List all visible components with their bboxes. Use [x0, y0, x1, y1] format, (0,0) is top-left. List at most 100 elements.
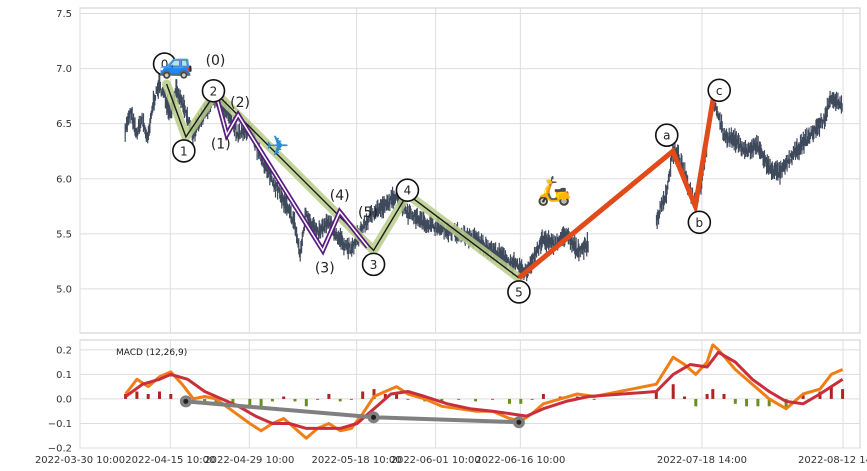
macd-histogram-bar — [395, 394, 399, 399]
correction-label: a — [663, 129, 670, 143]
x-tick-label: 2022-04-29 10:00 — [204, 455, 294, 466]
macd-histogram-bar — [146, 394, 150, 399]
macd-histogram-bar — [491, 398, 495, 400]
macd-histogram-bar — [711, 389, 715, 399]
macd-histogram-bar — [135, 391, 139, 399]
x-tick-label: 2022-06-01 10:00 — [391, 455, 481, 466]
macd-histogram-bar — [733, 398, 737, 404]
correction-label: c — [716, 84, 723, 98]
macd-histogram-bar — [683, 396, 686, 399]
price-y-tick-label: 6.0 — [56, 174, 72, 185]
impulse-label: 2 — [210, 84, 218, 98]
correction-label-circle — [654, 123, 679, 148]
macd-histogram-bar — [304, 398, 308, 407]
correction-label-circle — [687, 210, 712, 235]
x-tick-label: 2022-03-30 10:00 — [35, 455, 125, 466]
macd-histogram-bar — [259, 398, 263, 407]
correction-wave-line — [517, 97, 716, 280]
impulse-label-circle — [507, 280, 531, 304]
car-icon: 🚙 — [159, 47, 194, 80]
macd-histogram-bar — [756, 398, 760, 407]
x-tick-label: 2022-05-18 10:00 — [312, 455, 402, 466]
macd-histogram-bar — [293, 398, 297, 402]
macd-histogram-bar — [457, 398, 461, 400]
airplane-icon: ✈ — [266, 130, 289, 163]
sub-wave-label: (5) — [358, 205, 378, 221]
impulse-label: 5 — [515, 285, 523, 299]
macd-histogram-bar — [722, 394, 726, 399]
macd-histogram-bar — [694, 398, 698, 407]
macd-histogram-bar — [203, 398, 207, 402]
macd-title: MACD (12,26,9) — [116, 348, 187, 358]
scooter-icon: 🛵 — [537, 174, 572, 207]
macd-histogram-bar — [519, 398, 523, 404]
macd-y-tick-label: −0.2 — [48, 444, 72, 455]
macd-histogram-bar — [767, 398, 771, 407]
macd-y-tick-label: −0.1 — [48, 419, 72, 430]
macd-histogram-bar — [169, 394, 173, 399]
impulse-label-circle — [361, 252, 386, 277]
macd-y-tick-label: 0.2 — [56, 345, 72, 356]
macd-histogram-bar — [361, 391, 365, 399]
macd-histogram-bar — [508, 398, 511, 404]
impulse-label-circle — [172, 139, 196, 163]
divergence-marker-dot — [371, 414, 377, 420]
impulse-label: 0 — [161, 58, 169, 72]
macd-histogram-bar — [654, 391, 658, 399]
macd-histogram-bar — [745, 398, 749, 407]
impulse-label-circle — [152, 52, 177, 76]
impulse-label: 1 — [180, 144, 188, 158]
price-frame — [79, 7, 861, 334]
sub-wave-label: (4) — [330, 188, 350, 204]
macd-y-tick-label: 0.0 — [56, 394, 72, 405]
macd-histogram-bar — [248, 398, 252, 407]
x-tick-label: 2022-07-18 14:00 — [657, 455, 747, 466]
macd-histogram-bar — [841, 389, 845, 399]
price-panel: 5.0 5.5 6.0 6.5 7.0 7.5 0 1 2 3 4 5 (0) (1) (2) (3) (4) (… — [56, 7, 861, 334]
price-y-tick-label: 7.5 — [56, 9, 72, 20]
macd-histogram-bar — [829, 386, 833, 399]
macd-histogram-bar — [474, 398, 478, 402]
x-tick-label: 2022-06-16 10:00 — [475, 455, 565, 466]
macd-histogram-bar — [440, 398, 444, 402]
macd-histogram-bar — [541, 394, 545, 399]
x-tick-label: 2022-04-15 10:00 — [125, 455, 215, 466]
macd-histogram-bar — [372, 389, 376, 399]
correction-label-circle — [707, 78, 732, 103]
macd-histogram-bar — [231, 398, 235, 404]
macd-histogram-bar — [406, 398, 410, 400]
macd-histogram-bar — [383, 394, 387, 399]
price-y-tick-label: 5.0 — [56, 284, 72, 295]
divergence-marker-dot — [183, 398, 189, 404]
macd-histogram-bar — [592, 398, 596, 400]
sub-wave-label: (0) — [206, 53, 226, 69]
macd-histogram-bar — [282, 396, 286, 399]
signal-line — [124, 350, 844, 430]
divergence-marker-dot — [516, 419, 522, 425]
sub-wave-inner — [214, 92, 369, 253]
macd-frame — [79, 339, 861, 449]
impulse-label: 3 — [370, 258, 378, 272]
price-y-tick-label: 6.5 — [56, 119, 72, 130]
impulse-label: 4 — [404, 184, 412, 198]
macd-histogram-bar — [316, 398, 320, 400]
price-y-tick-label: 7.0 — [56, 64, 72, 75]
price-y-tick-label: 5.5 — [56, 229, 72, 240]
macd-histogram-bar — [801, 394, 805, 399]
macd-histogram-bar — [327, 394, 331, 399]
impulse-wave-line — [165, 83, 520, 279]
macd-histogram-bar — [705, 394, 709, 399]
impulse-label-circle — [395, 178, 420, 202]
macd-histogram-bar — [158, 391, 161, 399]
macd-histogram-bar — [214, 398, 218, 404]
sub-wave-label: (2) — [230, 95, 250, 111]
correction-label: b — [696, 216, 704, 230]
macd-histogram-bar — [338, 398, 342, 402]
macd-panel: −0.2 −0.1 0.0 0.1 0.2 — [48, 339, 861, 455]
macd-histogram-bar — [784, 398, 788, 409]
impulse-label-circle — [201, 79, 226, 103]
sub-wave-label: (1) — [211, 137, 231, 153]
macd-histogram-bar — [530, 398, 534, 400]
macd-histogram-bar — [671, 384, 675, 399]
